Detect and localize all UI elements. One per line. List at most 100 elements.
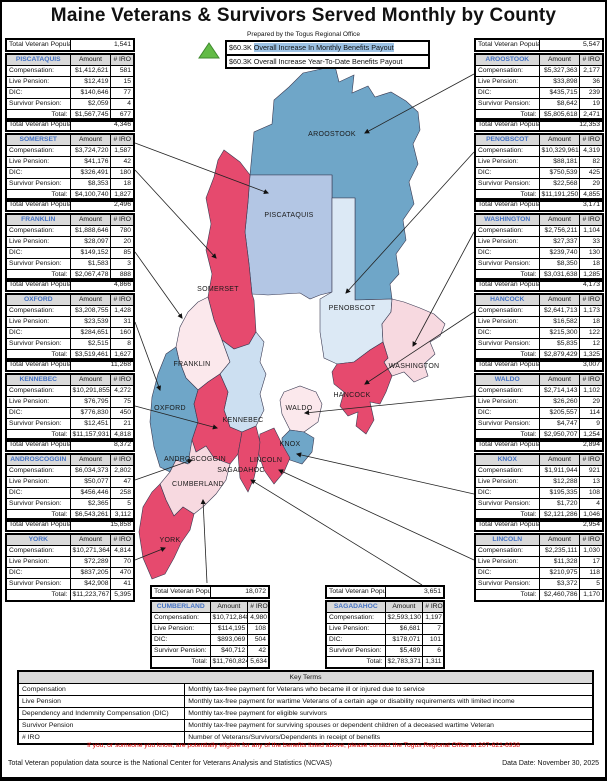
amount-value: $8,350 [538, 258, 581, 270]
population-value: 11,268 [69, 358, 135, 372]
benefit-label: Live Pension: [474, 476, 540, 488]
county-name: AROOSTOOK [474, 53, 540, 66]
population-label: Total Veteran Population: [5, 438, 71, 452]
iro-header: # IRO [110, 213, 135, 226]
county-table-piscataquis: PISCATAQUIS Amount # IRO Compensation: $1,41… [5, 53, 135, 122]
population-label: Total Veteran Population: [474, 518, 540, 532]
benefit-label: Live Pension: [474, 396, 540, 408]
data-source-note: Total Veteran population data source is … [8, 760, 332, 767]
iro-value: 1,104 [579, 225, 604, 237]
population-table-aroostook: Total Veteran Population:5,547 [474, 38, 604, 52]
benefit-label: Live Pension: [325, 623, 386, 635]
amount-value: $114,195 [209, 623, 249, 635]
iro-header: # IRO [579, 213, 604, 226]
population-value: 3,007 [538, 358, 604, 372]
county-name: SAGADAHOC [325, 600, 386, 613]
population-table-somerset: Total Veteran Population:4,346 [5, 118, 135, 132]
benefit-label: Survivor Pension: [5, 418, 71, 430]
population-table-piscataquis: Total Veteran Population:1,541 [5, 38, 135, 52]
amount-value: $195,335 [538, 487, 581, 499]
amount-value: $11,328 [538, 556, 581, 568]
benefit-label: DIC: [5, 567, 71, 579]
population-label: Total Veteran Population: [474, 438, 540, 452]
amount-value: $2,714,143 [538, 385, 581, 397]
amount-value: $12,419 [69, 76, 112, 88]
iro-header: # IRO [110, 373, 135, 386]
county-table-aroostook: AROOSTOOK Amount # IRO Compensation: $5,327,… [474, 53, 604, 122]
map-label-washington: WASHINGTON [389, 363, 440, 370]
monthly-increase-text: Overall Increase In Monthly Benefits Pay… [253, 43, 394, 52]
amount-value: $6,681 [384, 623, 424, 635]
connector-hancock [364, 311, 475, 385]
amount-value: $3,724,720 [69, 145, 112, 157]
iro-value: 450 [110, 407, 135, 419]
right-county-column: Total Veteran Population:5,547AROOSTOOKA… [474, 38, 604, 602]
county-name: KENNEBEC [5, 373, 71, 386]
benefit-label: DIC: [474, 167, 540, 179]
key-term-definition: Monthly tax-free payment for eligible su… [184, 707, 594, 720]
key-term: Survivor Pension [17, 719, 186, 732]
amount-value: $239,740 [538, 247, 581, 259]
amount-value: $22,568 [538, 178, 581, 190]
amount-value: $2,365 [69, 498, 112, 510]
iro-header: # IRO [110, 293, 135, 306]
connector-franklin [134, 251, 183, 319]
amount-value: $10,271,364 [69, 545, 112, 557]
benefit-label: Live Pension: [5, 236, 71, 248]
population-table-hancock: Total Veteran Population:4,173 [474, 278, 604, 292]
benefit-label: Live Pension: [5, 316, 71, 328]
iro-value: 114 [579, 407, 604, 419]
benefit-label: Survivor Pension: [474, 258, 540, 270]
increase-triangle-icon [198, 42, 220, 59]
amount-value: $215,300 [538, 327, 581, 339]
map-label-lincoln: LINCOLN [250, 457, 282, 464]
iro-value: 2,177 [579, 65, 604, 77]
population-value: 2,954 [538, 518, 604, 532]
iro-header: # IRO [110, 53, 135, 66]
benefit-label: Survivor Pension: [5, 498, 71, 510]
amount-value: $837,205 [69, 567, 112, 579]
iro-value: 122 [579, 327, 604, 339]
map-label-knox: KNOX [279, 441, 300, 448]
iro-value: 75 [110, 396, 135, 408]
iro-value: 470 [110, 567, 135, 579]
county-table-kennebec: KENNEBEC Amount # IRO Compensation: $10,291,… [5, 373, 135, 442]
iro-value: 77 [110, 87, 135, 99]
iro-value: 108 [579, 487, 604, 499]
iro-value: 9 [579, 418, 604, 430]
overall-increase-banner: $60.3K Overall Increase In Monthly Benef… [198, 40, 430, 69]
population-label: Total Veteran Population: [474, 198, 540, 212]
contact-notice: If you, or someone you know, are potenti… [87, 742, 520, 749]
key-term-definition: Monthly tax-free payment for surviving s… [184, 719, 594, 732]
total-amount: $3,519,461 [69, 349, 112, 362]
total-amount: $11,760,824 [209, 656, 249, 669]
amount-value: $26,260 [538, 396, 581, 408]
iro-header: # IRO [579, 533, 604, 546]
county-name: LINCOLN [474, 533, 540, 546]
iro-value: 82 [579, 156, 604, 168]
benefit-label: DIC: [474, 487, 540, 499]
total-amount: $1,567,745 [69, 109, 112, 122]
total-label: Total: [150, 656, 211, 669]
county-shape-sagadahoc [237, 425, 261, 493]
amount-value: $72,289 [69, 556, 112, 568]
county-shape-waldo [279, 385, 323, 433]
total-iro: 4,855 [579, 189, 604, 202]
county-table-york: YORK Amount # IRO Compensation: $10,271,364 4… [5, 533, 135, 602]
map-label-franklin: FRANKLIN [173, 361, 210, 368]
iro-value: 12 [579, 338, 604, 350]
county-table-sagadahoc: SAGADAHOC Amount # IRO Compensation: $2,593,… [325, 600, 445, 669]
county-name: FRANKLIN [5, 213, 71, 226]
amount-value: $1,412,621 [69, 65, 112, 77]
iro-value: 258 [110, 487, 135, 499]
total-amount: $3,031,638 [538, 269, 581, 282]
county-table-androscoggin: ANDROSCOGGIN Amount # IRO Compensation: $6,0… [5, 453, 135, 522]
map-label-sagadahoc: SAGADAHOC [217, 467, 264, 474]
total-iro: 1,311 [422, 656, 445, 669]
benefit-label: Survivor Pension: [150, 645, 211, 657]
amount-header: Amount [384, 600, 424, 613]
benefit-label: Compensation: [5, 545, 71, 557]
county-shape-piscataquis [244, 174, 333, 300]
amount-value: $16,582 [538, 316, 581, 328]
